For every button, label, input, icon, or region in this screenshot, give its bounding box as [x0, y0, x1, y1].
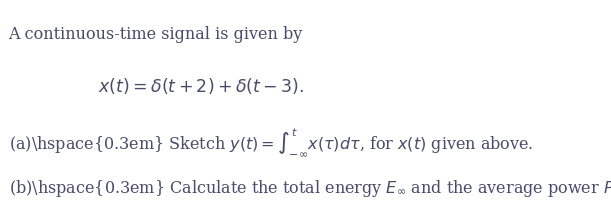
- Text: $x(t) = \delta(t+2) + \delta(t-3).$: $x(t) = \delta(t+2) + \delta(t-3).$: [98, 76, 304, 96]
- Text: (b)\hspace{0.3em} Calculate the total energy $E_{\infty}$ and the average power : (b)\hspace{0.3em} Calculate the total en…: [9, 178, 611, 199]
- Text: A continuous-time signal is given by: A continuous-time signal is given by: [9, 26, 303, 43]
- Text: (a)\hspace{0.3em} Sketch $y(t) = \int_{-\infty}^{t} x(\tau)d\tau$, for $x(t)$ gi: (a)\hspace{0.3em} Sketch $y(t) = \int_{-…: [9, 126, 533, 158]
